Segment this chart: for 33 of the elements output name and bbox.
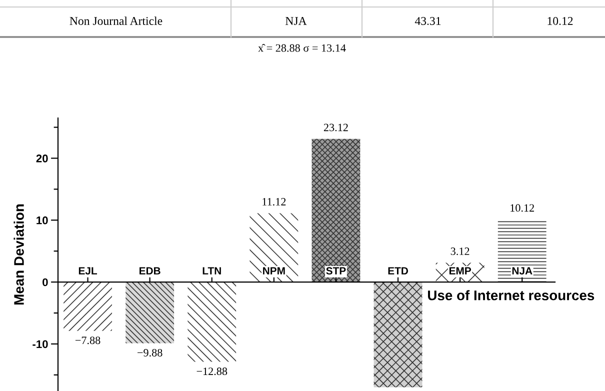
- text: NJA: [286, 17, 307, 25]
- x-tick-label: NPM: [263, 267, 285, 274]
- x-tick-label: EDB: [140, 267, 160, 274]
- data-label: −7.88: [75, 336, 100, 344]
- x-tick-label: LTN: [202, 267, 221, 274]
- text: x̂ = 28.88 σ = 13.14: [258, 44, 346, 52]
- bar: [374, 282, 422, 388]
- data-label: 11.12: [262, 198, 286, 206]
- y-tick-label: -10: [32, 340, 48, 348]
- y-axis-title: Mean Deviation: [14, 204, 24, 305]
- data-label: 23.12: [324, 124, 348, 132]
- x-tick-label: EJL: [78, 267, 98, 275]
- x-tick-label: STP: [326, 267, 346, 275]
- x-tick-label: ETD: [388, 267, 408, 274]
- bar: [498, 219, 546, 282]
- text: 43.31: [414, 17, 441, 26]
- x-tick-label: EMP: [449, 267, 471, 274]
- data-label: −9.88: [138, 348, 162, 357]
- bar: [312, 138, 360, 282]
- y-tick-label: 10: [36, 216, 48, 224]
- bar: [126, 282, 174, 344]
- data-label: −12.88: [196, 368, 228, 376]
- x-tick-label: NJA: [512, 267, 532, 275]
- bar: [188, 282, 236, 362]
- text: Non Journal Article: [70, 16, 162, 25]
- text: 10.12: [548, 16, 573, 26]
- bar: [64, 282, 112, 331]
- bar: [250, 213, 298, 282]
- y-tick-label: 0: [42, 278, 48, 286]
- y-tick-label: 20: [36, 154, 48, 162]
- x-axis-title: Use of Internet resources: [428, 290, 594, 300]
- data-label: 3.12: [450, 248, 470, 256]
- data-label: 10.12: [510, 204, 534, 212]
